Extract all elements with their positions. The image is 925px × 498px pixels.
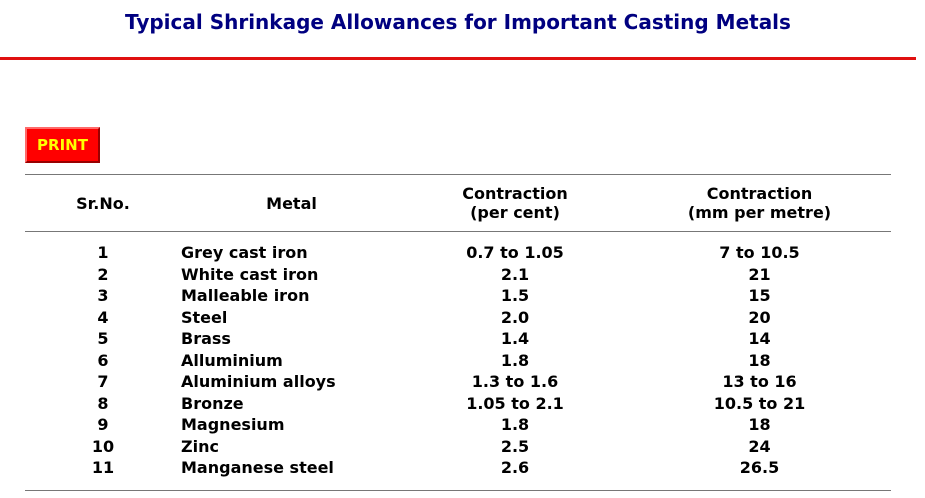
table-row: 1 Grey cast iron 0.7 to 1.05 7 to 10.5: [25, 232, 891, 264]
shrinkage-table-container: Sr.No. Metal Contraction (per cent) Cont…: [25, 174, 891, 491]
cell-contraction-mm: 20: [748, 307, 771, 327]
cell-contraction-mm: 24: [748, 436, 771, 456]
cell-contraction-percent: 1.8: [500, 350, 530, 370]
cell-contraction-mm: 21: [748, 264, 771, 284]
cell-contraction-percent: 1.5: [500, 286, 530, 306]
cell-metal: Bronze: [181, 393, 244, 413]
cell-sr-no: 7: [97, 372, 109, 392]
shrinkage-table: Sr.No. Metal Contraction (per cent) Cont…: [25, 174, 891, 491]
page-title: Typical Shrinkage Allowances for Importa…: [125, 10, 791, 34]
table-row: 2 White cast iron 2.1 21: [25, 264, 891, 286]
cell-metal: Manganese steel: [181, 457, 402, 491]
cell-sr-no: 5: [97, 329, 109, 349]
cell-contraction-percent: 2.0: [500, 307, 530, 327]
cell-metal: Alluminium: [181, 350, 283, 370]
header-contraction-percent-line1: Contraction: [462, 184, 568, 203]
header-contraction-percent: Contraction (per cent): [402, 174, 628, 232]
table-row: 6 Alluminium 1.8 18: [25, 350, 891, 372]
cell-contraction-mm: 14: [748, 329, 771, 349]
cell-metal: Magnesium: [181, 415, 285, 435]
cell-sr-no: 4: [97, 307, 109, 327]
header-sr-no: Sr.No.: [25, 174, 181, 232]
cell-contraction-percent: 2.1: [500, 264, 530, 284]
cell-contraction-percent: 2.6: [402, 457, 628, 491]
table-row: 5 Brass 1.4 14: [25, 328, 891, 350]
header-metal: Metal: [181, 174, 402, 232]
header-contraction-mm-line1: Contraction: [706, 184, 813, 203]
header-contraction-percent-line2: (per cent): [470, 203, 560, 222]
cell-contraction-mm: 18: [748, 415, 771, 435]
cell-contraction-mm: 15: [748, 286, 771, 306]
cell-sr-no: 8: [97, 393, 109, 413]
title-divider: [0, 57, 916, 60]
table-row: 11 Manganese steel 2.6 26.5: [25, 457, 891, 491]
cell-metal: Grey cast iron: [181, 243, 308, 263]
cell-metal: Steel: [181, 307, 228, 327]
cell-sr-no: 1: [97, 243, 109, 263]
cell-sr-no: 2: [97, 264, 109, 284]
cell-contraction-percent: 1.3 to 1.6: [471, 372, 559, 392]
cell-sr-no: 11: [25, 457, 181, 491]
cell-contraction-mm: 13 to 16: [722, 372, 797, 392]
table-row: 3 Malleable iron 1.5 15: [25, 285, 891, 307]
table-row: 10 Zinc 2.5 24: [25, 436, 891, 458]
cell-contraction-mm: 18: [748, 350, 771, 370]
cell-contraction-mm: 7 to 10.5: [719, 243, 800, 263]
cell-contraction-percent: 1.8: [500, 415, 530, 435]
cell-contraction-percent: 1.05 to 2.1: [466, 393, 564, 413]
cell-metal: Aluminium alloys: [181, 372, 336, 392]
print-button[interactable]: PRINT: [25, 127, 100, 163]
cell-sr-no: 9: [97, 415, 109, 435]
table-row: 8 Bronze 1.05 to 2.1 10.5 to 21: [25, 393, 891, 415]
cell-contraction-percent: 0.7 to 1.05: [466, 243, 564, 263]
cell-contraction-percent: 2.5: [500, 436, 530, 456]
cell-metal: Zinc: [181, 436, 219, 456]
header-contraction-mm-line2: (mm per metre): [687, 203, 832, 222]
cell-metal: Malleable iron: [181, 286, 310, 306]
table-header-row: Sr.No. Metal Contraction (per cent) Cont…: [25, 174, 891, 232]
cell-contraction-percent: 1.4: [500, 329, 530, 349]
cell-contraction-mm: 10.5 to 21: [713, 393, 806, 413]
cell-contraction-mm: 26.5: [628, 457, 891, 491]
table-row: 9 Magnesium 1.8 18: [25, 414, 891, 436]
cell-sr-no: 10: [91, 436, 115, 456]
table-row: 4 Steel 2.0 20: [25, 307, 891, 329]
header-contraction-mm: Contraction (mm per metre): [628, 174, 891, 232]
cell-sr-no: 3: [97, 286, 109, 306]
table-row: 7 Aluminium alloys 1.3 to 1.6 13 to 16: [25, 371, 891, 393]
cell-metal: Brass: [181, 329, 231, 349]
cell-sr-no: 6: [97, 350, 109, 370]
cell-metal: White cast iron: [181, 264, 319, 284]
